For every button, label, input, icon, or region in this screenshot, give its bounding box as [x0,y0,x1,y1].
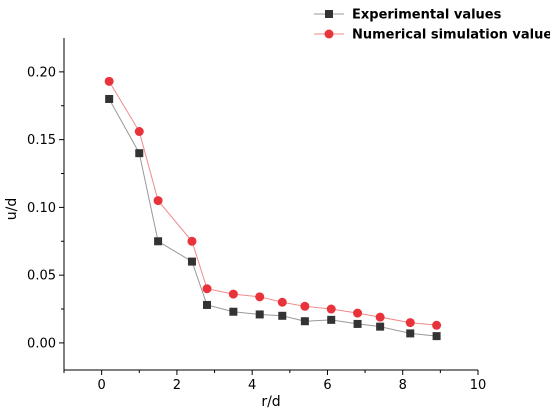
data-point [278,311,287,320]
series-layer [104,76,442,341]
legend: Experimental values Numerical simulation … [314,8,550,43]
data-point [326,304,336,314]
data-point [353,319,362,328]
data-point [104,76,114,86]
y-axis: 0.00 0.05 0.10 0.15 0.20 [27,65,64,351]
data-point [406,329,415,338]
x-tick-label: 10 [470,378,487,393]
data-point [228,289,238,299]
plot-area [63,38,478,371]
data-point [432,320,442,330]
data-point [376,322,385,331]
data-point [375,312,385,322]
legend-label: Numerical simulation values [352,28,550,43]
data-point [203,300,212,309]
data-point [405,318,415,328]
y-tick-label: 0.20 [27,65,56,80]
legend-marker [324,29,334,39]
data-point [187,236,197,246]
legend-label: Experimental values [352,8,502,23]
data-point [432,332,441,341]
data-point [229,307,238,316]
x-axis-title: r/d [261,394,280,410]
x-tick-label: 6 [323,378,331,393]
x-tick-label: 8 [399,378,407,393]
data-point [353,308,363,318]
y-tick-label: 0.10 [27,201,56,216]
data-point [135,149,144,158]
x-tick-label: 4 [248,378,256,393]
legend-item: Numerical simulation values [314,28,550,43]
y-axis-title: u/d [4,198,20,220]
data-point [105,94,114,103]
data-point [300,317,309,326]
data-point [187,257,196,266]
x-tick-label: 2 [173,378,181,393]
legend-item: Experimental values [314,8,502,23]
y-tick-label: 0.00 [27,336,56,351]
data-point [327,315,336,324]
series-line [108,98,437,337]
y-tick-label: 0.15 [27,133,56,148]
data-point [300,301,310,311]
data-point [277,297,287,307]
y-tick-label: 0.05 [27,269,56,284]
x-axis: 0 2 4 6 8 10 [63,370,487,393]
legend-marker [325,10,333,18]
series-2 [104,76,442,330]
data-point [255,292,265,302]
data-point [202,284,212,294]
data-point [154,237,163,246]
x-tick-label: 0 [97,378,105,393]
data-point [134,127,144,137]
data-point [153,196,163,206]
series-1 [105,94,441,341]
data-point [255,310,264,319]
